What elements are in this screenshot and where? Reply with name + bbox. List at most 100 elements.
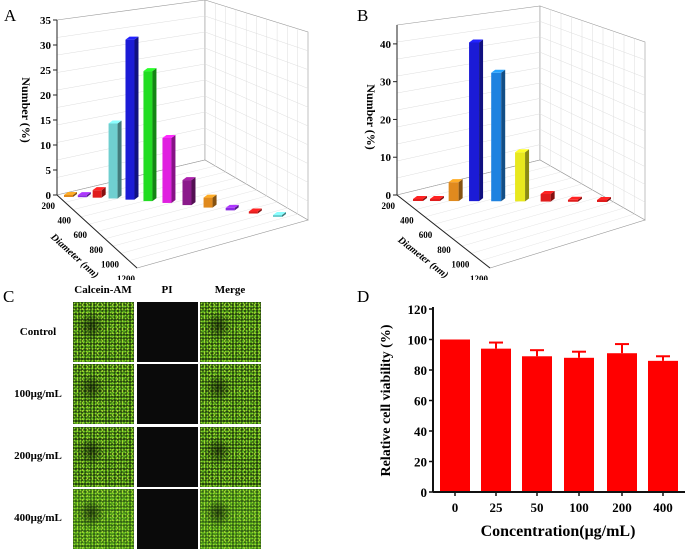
- y-tick-label: 5: [46, 165, 52, 177]
- gridline: [539, 67, 646, 114]
- bar-side: [152, 68, 157, 202]
- bar: [225, 207, 235, 211]
- bar: [248, 211, 258, 214]
- bar: [564, 357, 594, 492]
- bar-side: [73, 192, 77, 197]
- gridline: [204, 79, 309, 127]
- chart-a: 0510152025303520040060080010001200Diamet…: [19, 0, 309, 280]
- panel-label-a: A: [4, 6, 17, 25]
- depth-axis: [56, 194, 138, 269]
- bar-side: [86, 192, 91, 198]
- x-tick-label: 200: [612, 500, 632, 515]
- bar: [77, 195, 87, 198]
- bar: [273, 215, 282, 217]
- y-tick-label: 100: [408, 333, 428, 348]
- bar-top: [125, 36, 139, 40]
- depth-tick-label: 800: [90, 245, 104, 255]
- row-label-200: 200μg/mL: [14, 450, 62, 462]
- bar-side: [101, 187, 106, 198]
- bar-side: [234, 204, 239, 211]
- y-tick-label: 0: [46, 190, 52, 202]
- depth-tick-label: 1000: [101, 259, 120, 269]
- bar: [182, 180, 192, 206]
- bar-top: [567, 196, 582, 200]
- gridline: [56, 15, 206, 38]
- y-tick-label: 40: [414, 424, 427, 439]
- gridline: [539, 36, 646, 78]
- gridline: [480, 213, 635, 261]
- bar-top: [429, 196, 444, 200]
- y-tick-label: 20: [40, 90, 52, 102]
- gridline: [112, 201, 278, 247]
- merge-image: [200, 489, 261, 549]
- bar-top: [64, 192, 77, 195]
- gridline: [120, 207, 288, 254]
- bar-top: [225, 204, 239, 208]
- y-axis-label: Relative cell viability (%): [379, 324, 394, 476]
- depth-tick-label: 1000: [451, 259, 470, 269]
- gridline: [434, 183, 583, 225]
- bar-top: [77, 192, 91, 196]
- gridline: [462, 201, 614, 247]
- bar-side: [439, 196, 444, 202]
- gridline: [396, 128, 541, 162]
- bar-side: [458, 179, 463, 202]
- y-tick-label: 10: [40, 140, 52, 152]
- row-label-400: 400μg/mL: [14, 512, 62, 524]
- bar: [413, 199, 423, 201]
- bar-top: [182, 177, 196, 181]
- gridline: [452, 195, 604, 240]
- bar-top: [413, 196, 427, 199]
- gridline: [539, 21, 646, 61]
- depth-tick-label: 1200: [470, 274, 489, 280]
- bar-top: [203, 194, 217, 198]
- bar: [515, 152, 526, 202]
- bar-side: [607, 197, 611, 202]
- y-axis-label: Number (%): [19, 77, 33, 142]
- gridline: [396, 21, 541, 43]
- bar-top: [469, 39, 484, 43]
- bar-top: [108, 120, 122, 124]
- bar-top: [143, 68, 157, 72]
- bar-side: [134, 36, 139, 200]
- row-label-100: 100μg/mL: [14, 388, 62, 400]
- bar: [92, 190, 102, 198]
- y-tick-label: 30: [380, 77, 392, 89]
- panel-label-b: B: [357, 6, 369, 25]
- y-tick-label: 60: [414, 394, 427, 409]
- gridline: [204, 47, 309, 89]
- calcein-image: [73, 364, 134, 424]
- depth-tick-label: 800: [437, 245, 451, 255]
- bar: [429, 199, 440, 202]
- y-tick-label: 120: [408, 302, 428, 317]
- bar-side: [191, 177, 196, 206]
- gridline: [128, 213, 298, 261]
- y-tick-label: 20: [414, 455, 427, 470]
- bar-side: [577, 196, 582, 202]
- column-header-merge: Merge: [214, 284, 246, 296]
- pi-image: [137, 489, 198, 549]
- x-tick-label: 100: [569, 500, 589, 515]
- gridline: [471, 207, 625, 254]
- gridline: [204, 63, 309, 108]
- gridline: [80, 177, 236, 218]
- pi-image: [137, 427, 198, 487]
- depth-tick-label: 600: [419, 230, 433, 240]
- gridline: [396, 98, 541, 128]
- gridline: [204, 15, 309, 52]
- bar: [597, 200, 607, 202]
- bar: [607, 353, 637, 492]
- x-axis-label: Diameter (nm): [395, 234, 450, 280]
- bar-top: [248, 208, 262, 212]
- y-tick-label: 0: [386, 190, 392, 202]
- bar: [481, 348, 511, 492]
- row-label-control: Control: [19, 326, 57, 338]
- bar-top: [597, 197, 611, 200]
- gridline: [104, 195, 267, 240]
- x-tick-label: 0: [452, 500, 459, 515]
- merge-image: [200, 364, 261, 424]
- bar-side: [117, 120, 122, 199]
- gridline: [204, 31, 309, 70]
- bar-top: [448, 179, 463, 183]
